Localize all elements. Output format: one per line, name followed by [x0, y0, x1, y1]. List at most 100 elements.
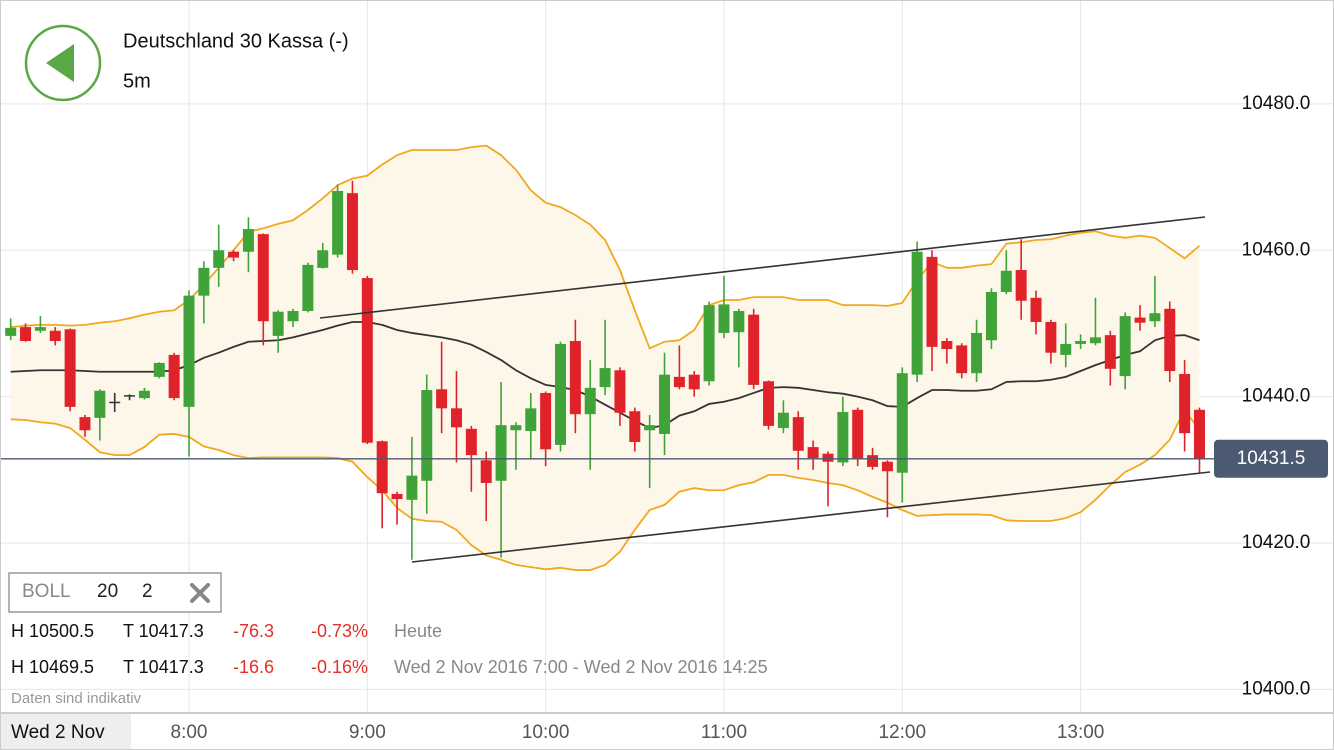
candle-body	[1045, 321, 1057, 353]
y-tick-label: 10460.0	[1242, 239, 1311, 260]
x-tick-label: 9:00	[349, 722, 386, 743]
candle-body	[911, 251, 923, 375]
candle-body	[733, 310, 745, 333]
back-arrow[interactable]	[46, 44, 74, 82]
candle-body	[763, 381, 775, 426]
candle-body	[748, 314, 760, 385]
candle-body	[659, 374, 671, 434]
candle-body	[495, 425, 507, 481]
candle-body	[852, 409, 864, 459]
y-tick-label: 10480.0	[1242, 93, 1311, 114]
candle-body	[777, 412, 789, 429]
candle-body	[34, 327, 46, 331]
candle-body	[792, 417, 804, 451]
candle-body	[480, 460, 492, 483]
candle-body	[183, 295, 195, 407]
candle-body	[1089, 337, 1101, 344]
x-axis-strip	[0, 713, 1334, 750]
x-tick-label: 10:00	[522, 722, 570, 743]
candle-body	[346, 193, 358, 271]
candle-body	[926, 256, 938, 347]
interval[interactable]: 5m	[123, 70, 151, 92]
candle-body	[49, 330, 61, 341]
candle-body	[629, 411, 641, 442]
candle-body	[1164, 308, 1176, 372]
date-label: Wed 2 Nov	[11, 722, 105, 743]
candle-body	[153, 362, 165, 377]
last-price-label: 10431.5	[1237, 448, 1306, 469]
last-price: 10431.5	[0, 439, 1328, 478]
x-tick-label: 11:00	[701, 722, 747, 743]
candle-body	[540, 392, 552, 450]
date-box	[0, 714, 131, 750]
candle-body	[688, 374, 700, 390]
remove-indicator[interactable]	[190, 583, 210, 603]
candle-body	[1134, 317, 1146, 323]
candle-body	[718, 304, 730, 333]
candle-body	[599, 368, 611, 388]
stat-low: T 10417.3	[123, 657, 204, 677]
candle-body	[228, 251, 240, 258]
indicator-period: 20	[97, 581, 118, 602]
candle-body	[450, 408, 462, 428]
last-price-box	[1214, 439, 1328, 478]
x-tick-label: 8:00	[171, 722, 208, 743]
stat-period: Wed 2 Nov 2016 7:00 - Wed 2 Nov 2016 14:…	[394, 657, 768, 677]
indicator-name: BOLL	[22, 581, 71, 602]
candle-body	[703, 305, 715, 382]
candle-body	[1149, 313, 1161, 322]
candle-body	[1104, 335, 1116, 369]
candle-body	[1119, 316, 1131, 377]
candle-body	[1179, 373, 1191, 434]
candle-body	[971, 332, 983, 374]
candle-body	[941, 340, 953, 350]
y-axis: 10400.0 10420.0 10440.0 10460.0 10480.0	[1242, 93, 1311, 699]
candle-body	[1030, 297, 1042, 322]
candle-body	[257, 234, 269, 322]
stat-change: -76.3	[233, 621, 274, 641]
candle-body	[361, 278, 373, 443]
candle-body	[436, 389, 448, 409]
candle-body	[822, 453, 834, 462]
candle-body	[985, 291, 997, 341]
candle-body	[124, 395, 136, 397]
candle-body	[272, 311, 284, 336]
indicator-deviation: 2	[142, 581, 153, 602]
stat-low: T 10417.3	[123, 621, 204, 641]
close-icon[interactable]	[190, 583, 210, 603]
candle-body	[168, 354, 180, 399]
candle-body	[881, 461, 893, 472]
indicator-box[interactable]	[8, 572, 222, 613]
candle-body	[614, 370, 626, 413]
candle-body	[213, 250, 225, 268]
stat-period: Heute	[394, 621, 442, 641]
candle-body	[555, 343, 566, 445]
candle-body	[64, 329, 76, 407]
candle-body	[20, 327, 32, 341]
candle-body	[317, 250, 329, 268]
candle-body	[242, 229, 254, 252]
candle-body	[1000, 270, 1012, 292]
candle-body	[421, 390, 433, 481]
candle-body	[673, 376, 685, 388]
candle-body	[510, 425, 522, 431]
candle-body	[376, 441, 388, 494]
x-axis: 8:00 9:00 10:00 11:00 12:00 13:00	[171, 722, 1105, 743]
candle-body	[584, 387, 596, 415]
stat-high: H 10469.5	[11, 657, 94, 677]
trend-line	[411, 471, 1211, 563]
band-lower	[10, 408, 1201, 571]
candle-body	[1060, 343, 1072, 355]
candle-body	[465, 428, 477, 456]
candle-body	[569, 340, 581, 415]
candle-body	[1193, 409, 1205, 459]
candle-body	[1075, 340, 1087, 344]
candle-body	[896, 373, 908, 473]
candle-body	[109, 401, 121, 404]
candle-body	[391, 493, 403, 500]
candle-body	[1015, 270, 1027, 301]
candle-body	[198, 267, 210, 296]
candle-body	[5, 327, 17, 336]
trend-line	[319, 216, 1206, 319]
candle-body	[332, 190, 344, 255]
